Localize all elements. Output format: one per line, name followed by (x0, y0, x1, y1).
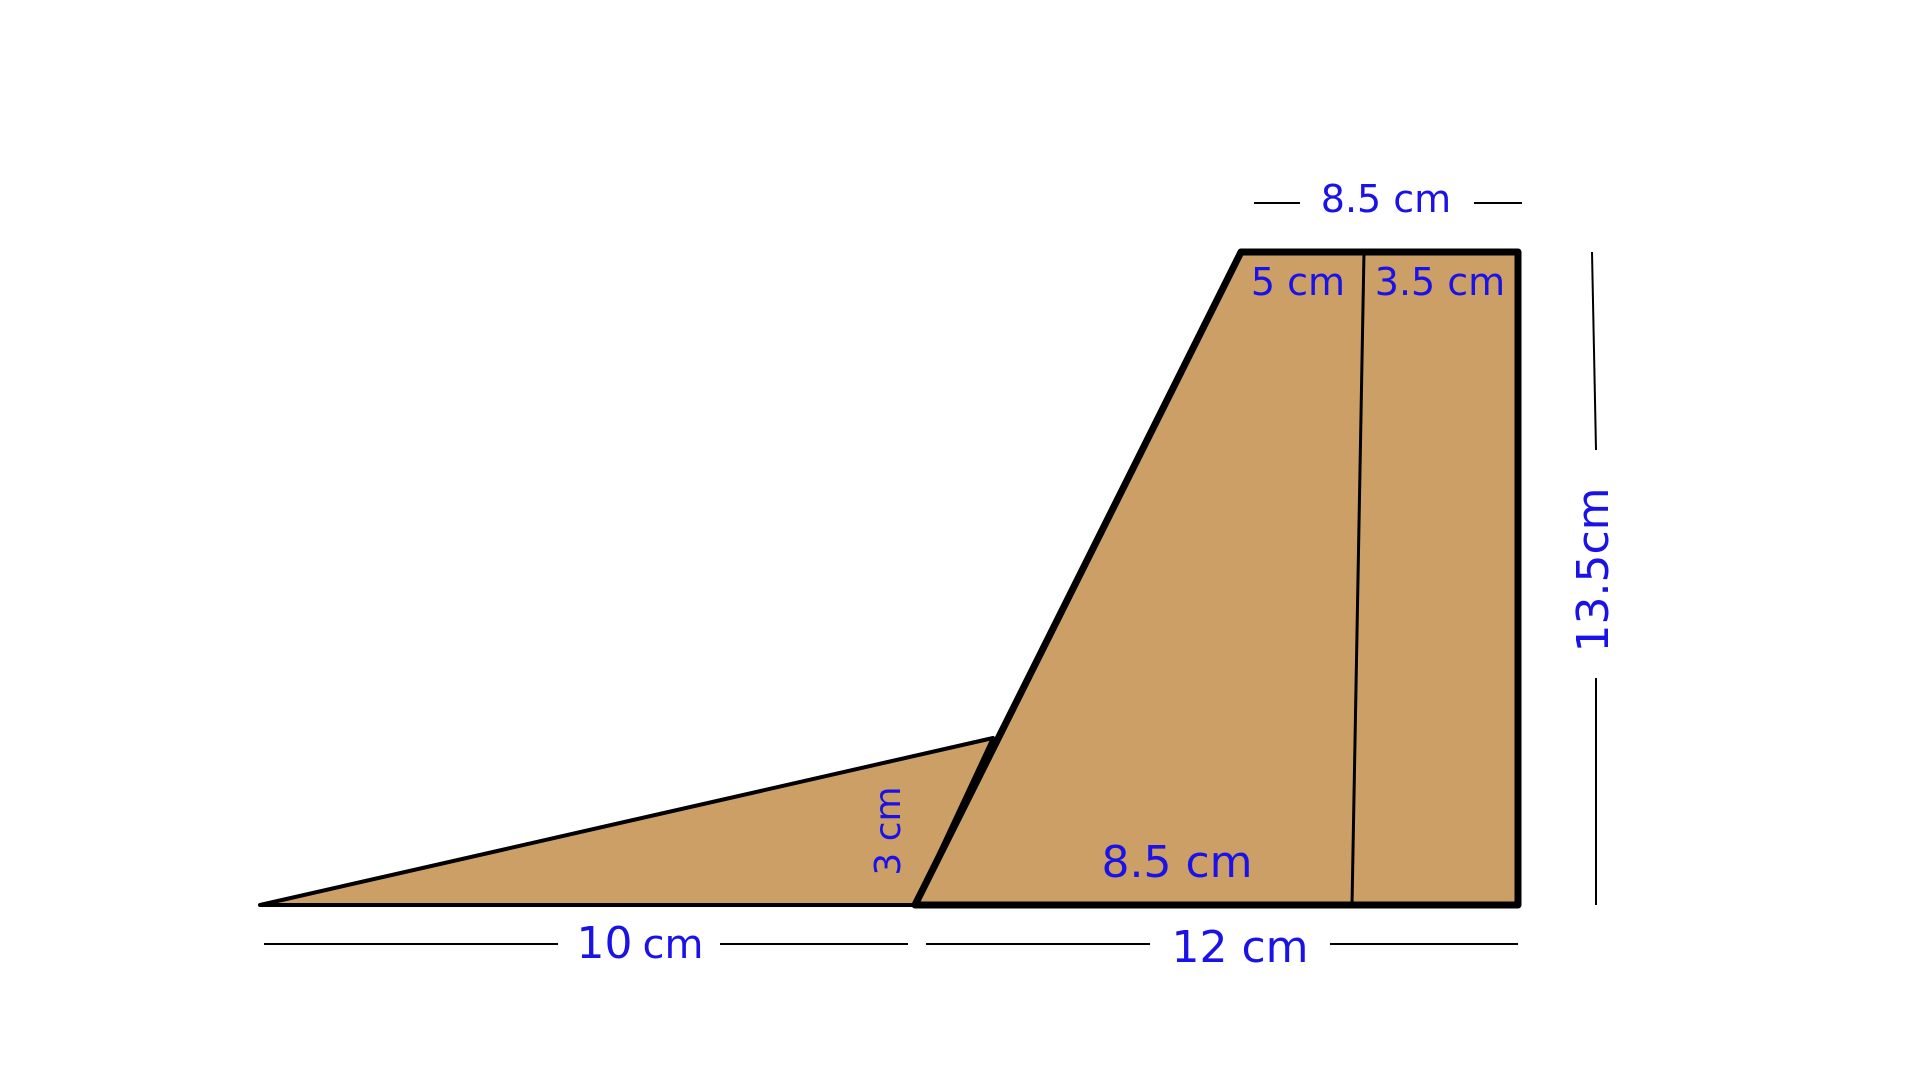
trapezoid-shape (911, 248, 1522, 909)
top-width-label: 8.5 cm (1321, 177, 1451, 221)
inner-divider-line (1350, 251, 1366, 906)
trapezoid-base-label: 12 cm (1171, 922, 1308, 973)
triangle-base-unit: cm (643, 922, 704, 968)
triangle-base-number: 10 (577, 918, 633, 969)
height-label: 13.5cm (1568, 487, 1619, 652)
triangle-base-label: 10 cm (577, 918, 704, 969)
top-left-segment-label: 5 cm (1251, 260, 1345, 304)
inner-base-label: 8.5 cm (1101, 837, 1252, 888)
triangle-height-label: 3 cm (868, 786, 909, 875)
top-right-segment-label: 3.5 cm (1375, 260, 1505, 304)
height-dimension-line-upper (1591, 251, 1597, 451)
